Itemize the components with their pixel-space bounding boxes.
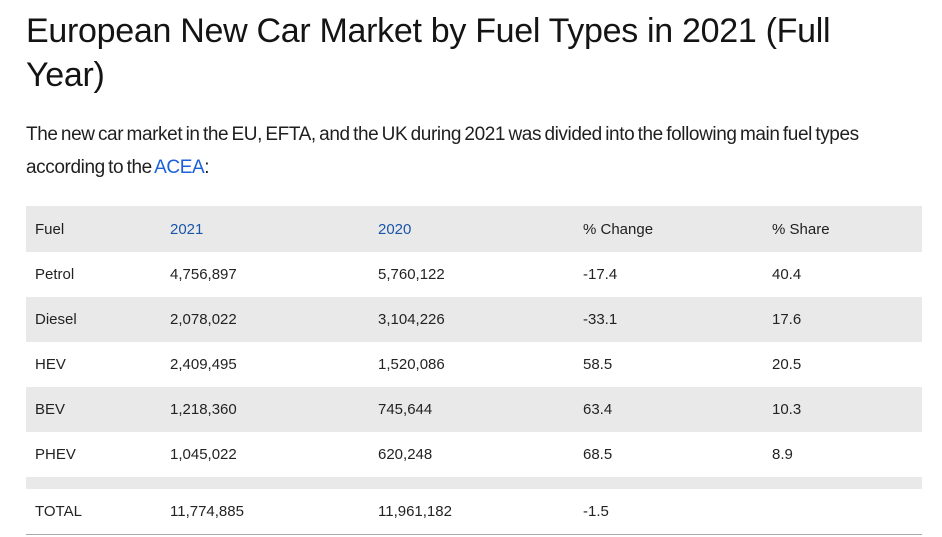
table-cell: 40.4 — [772, 266, 802, 284]
table-cell: 620,248 — [378, 446, 433, 464]
row-label: TOTAL — [26, 489, 161, 535]
table-cell: -1.5 — [574, 489, 763, 535]
table-row-hev: HEV 2,409,495 1,520,086 58.5 20.5 — [26, 342, 922, 387]
table-cell: 1,520,086 — [378, 356, 445, 374]
separator-cell — [26, 477, 922, 490]
row-label: Petrol — [35, 266, 75, 284]
intro-text-after-link: : — [204, 156, 210, 178]
table-cell: 5,760,122 — [378, 266, 445, 284]
col-header-share: % Share — [763, 206, 922, 253]
col-header-change: % Change — [574, 206, 763, 253]
table-row-total: TOTAL 11,774,885 11,961,182 -1.5 — [26, 489, 922, 535]
table-cell: 20.5 — [772, 356, 802, 374]
table-cell: 745,644 — [369, 387, 574, 433]
col-header-fuel: Fuel — [26, 206, 161, 253]
intro-text-before-link: The new car market in the EU, EFTA, and … — [26, 124, 859, 178]
table-cell: 8.9 — [772, 446, 793, 464]
col-header-2021-link[interactable]: 2021 — [170, 220, 204, 238]
table-cell: 17.6 — [763, 297, 922, 343]
col-header-2021: 2021 — [161, 206, 369, 253]
row-label: BEV — [26, 387, 161, 433]
table-cell: 68.5 — [583, 446, 613, 464]
table-cell: 58.5 — [583, 356, 613, 374]
table-row-phev: PHEV 1,045,022 620,248 68.5 8.9 — [26, 432, 922, 477]
row-label: HEV — [35, 356, 66, 374]
intro-paragraph: The new car market in the EU, EFTA, and … — [26, 119, 922, 184]
table-cell — [763, 489, 922, 535]
table-cell: 10.3 — [763, 387, 922, 433]
acea-link[interactable]: ACEA — [154, 156, 205, 178]
table-cell: 2,409,495 — [170, 356, 237, 374]
table-cell: 11,774,885 — [161, 489, 369, 535]
row-label: PHEV — [35, 446, 76, 464]
table-cell: 3,104,226 — [369, 297, 574, 343]
fuel-types-table: Fuel 2021 2020 % Change % Share Petrol 4… — [26, 206, 922, 535]
table-cell: -33.1 — [574, 297, 763, 343]
table-header-row: Fuel 2021 2020 % Change % Share — [26, 206, 922, 253]
table-row-petrol: Petrol 4,756,897 5,760,122 -17.4 40.4 — [26, 252, 922, 297]
table-row-bev: BEV 1,218,360 745,644 63.4 10.3 — [26, 387, 922, 433]
table-cell: 4,756,897 — [170, 266, 237, 284]
table-cell: 11,961,182 — [369, 489, 574, 535]
table-separator-row — [26, 477, 922, 490]
col-header-2020-link[interactable]: 2020 — [378, 220, 412, 238]
table-cell: -17.4 — [583, 266, 618, 284]
row-label: Diesel — [26, 297, 161, 343]
page-title: European New Car Market by Fuel Types in… — [26, 12, 831, 94]
table-row-diesel: Diesel 2,078,022 3,104,226 -33.1 17.6 — [26, 297, 922, 343]
table-cell: 1,218,360 — [161, 387, 369, 433]
table-cell: 2,078,022 — [161, 297, 369, 343]
table-cell: 1,045,022 — [170, 446, 237, 464]
table-cell: 63.4 — [574, 387, 763, 433]
col-header-2020: 2020 — [369, 206, 574, 253]
